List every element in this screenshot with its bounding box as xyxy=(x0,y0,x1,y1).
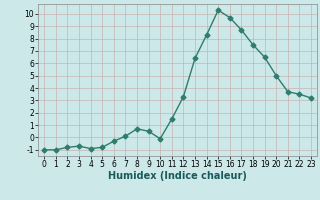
X-axis label: Humidex (Indice chaleur): Humidex (Indice chaleur) xyxy=(108,171,247,181)
